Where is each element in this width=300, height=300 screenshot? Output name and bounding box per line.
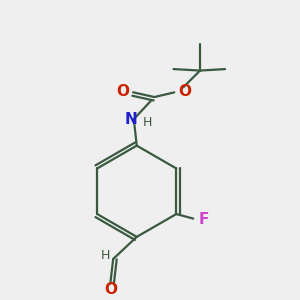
Text: O: O <box>116 84 129 99</box>
Text: F: F <box>199 212 209 227</box>
Text: O: O <box>178 84 191 99</box>
Text: H: H <box>142 116 152 129</box>
Text: H: H <box>101 250 110 262</box>
Text: N: N <box>125 112 138 127</box>
Text: O: O <box>104 282 117 297</box>
